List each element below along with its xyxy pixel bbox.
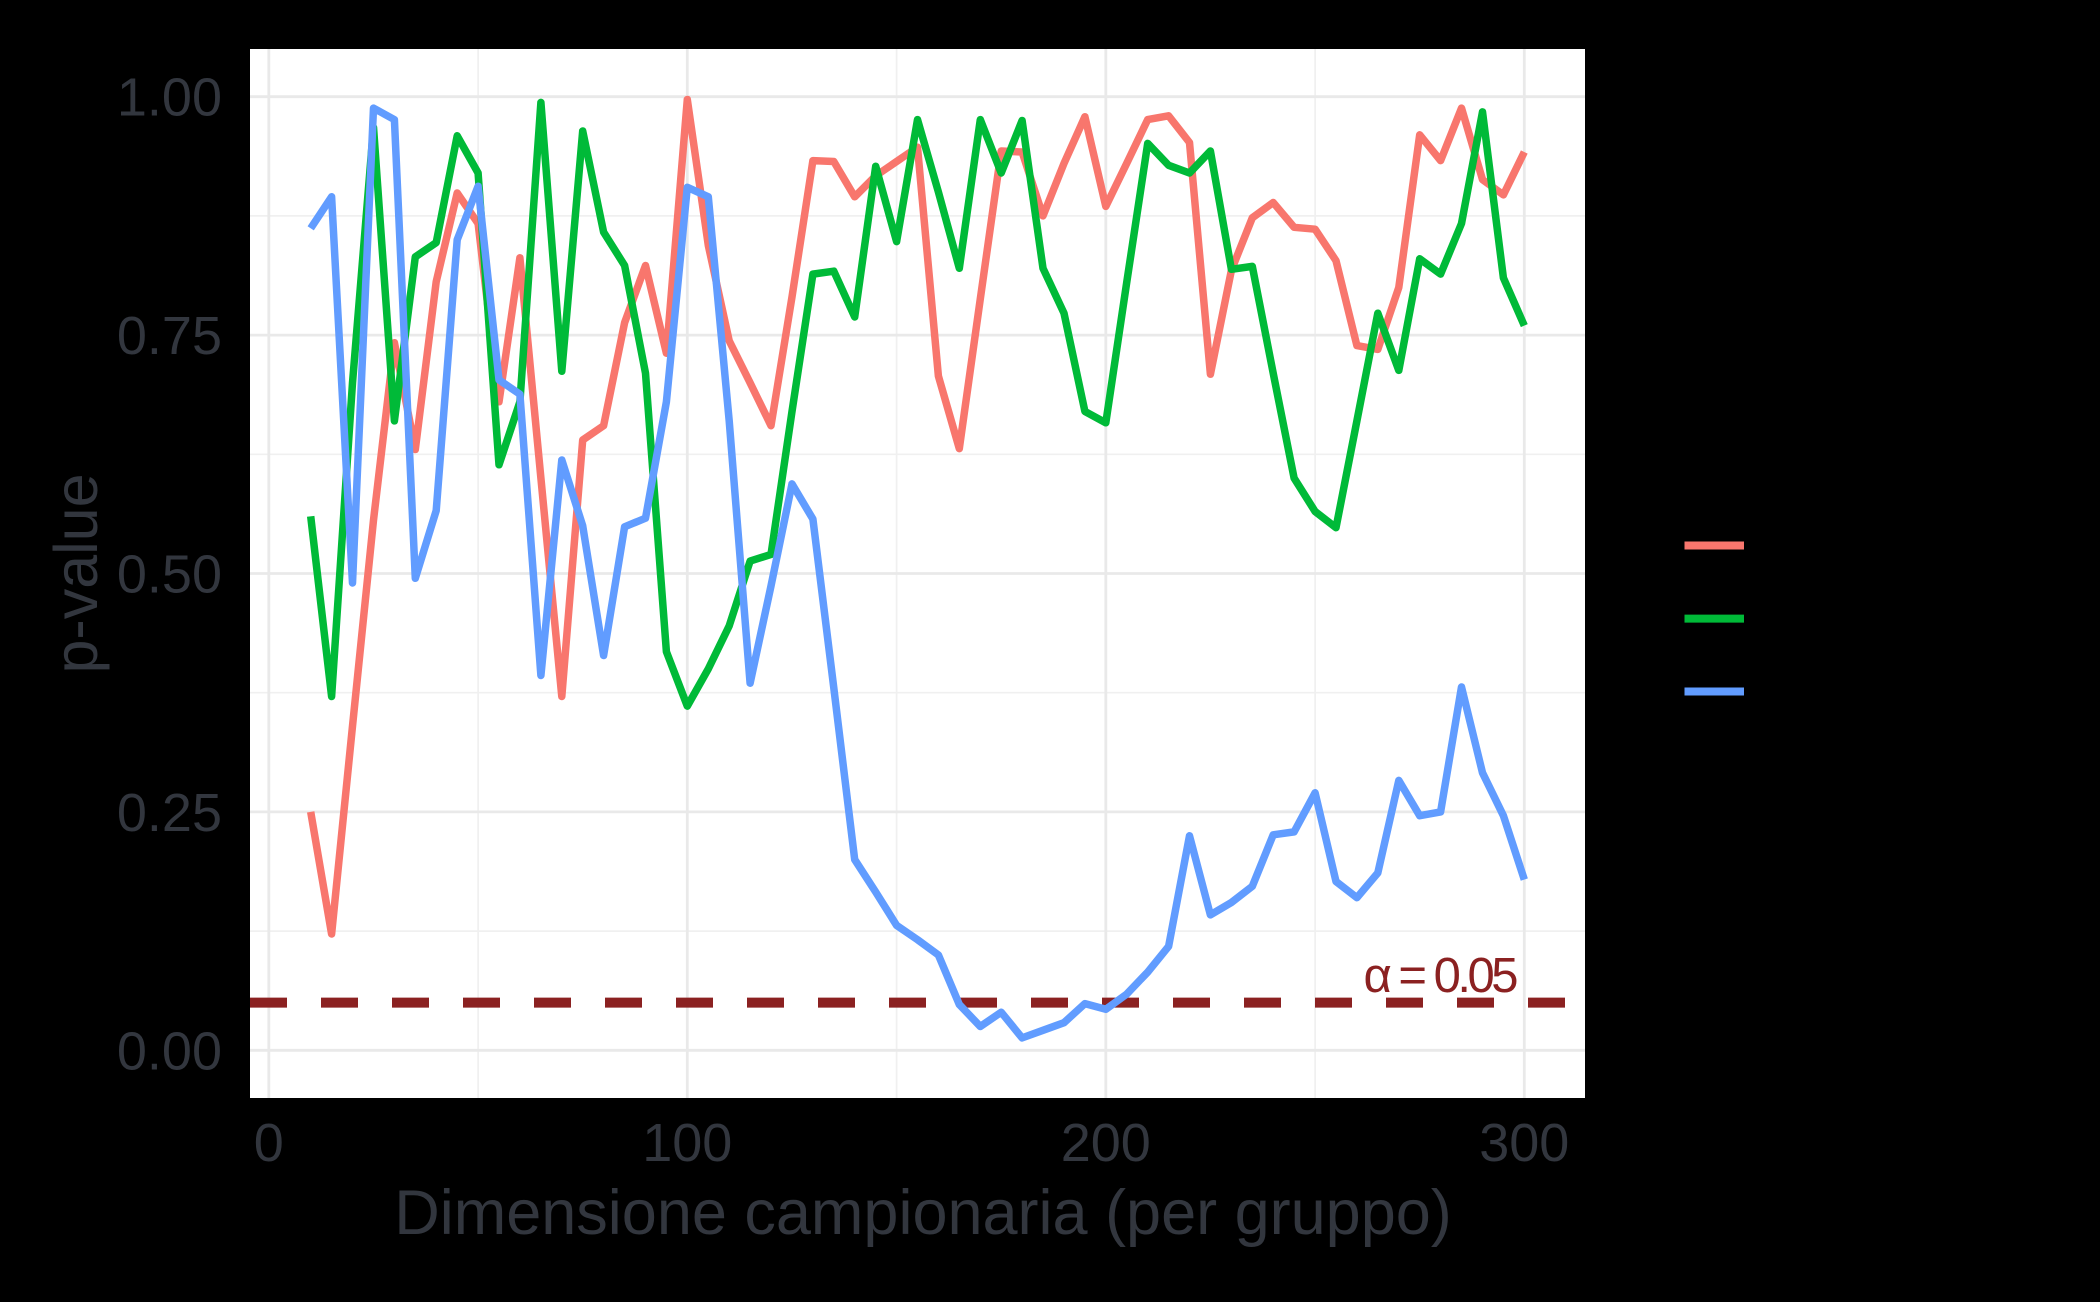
svg-text:0.75: 0.75 bbox=[117, 306, 222, 366]
svg-text:0: 0 bbox=[254, 1113, 284, 1173]
svg-text:200: 200 bbox=[1061, 1113, 1151, 1173]
svg-text:1.00: 1.00 bbox=[117, 68, 222, 128]
svg-text:0.00: 0.00 bbox=[117, 1021, 222, 1081]
svg-text:0.50: 0.50 bbox=[117, 545, 222, 605]
svg-text:Dimensione campionaria (per gr: Dimensione campionaria (per gruppo) bbox=[394, 1178, 1452, 1248]
svg-text:0.25: 0.25 bbox=[117, 783, 222, 843]
svg-text:p-value: p-value bbox=[42, 473, 110, 673]
svg-text:300: 300 bbox=[1479, 1113, 1569, 1173]
svg-text:100: 100 bbox=[642, 1113, 732, 1173]
svg-text:α = 0.05: α = 0.05 bbox=[1363, 949, 1517, 1003]
